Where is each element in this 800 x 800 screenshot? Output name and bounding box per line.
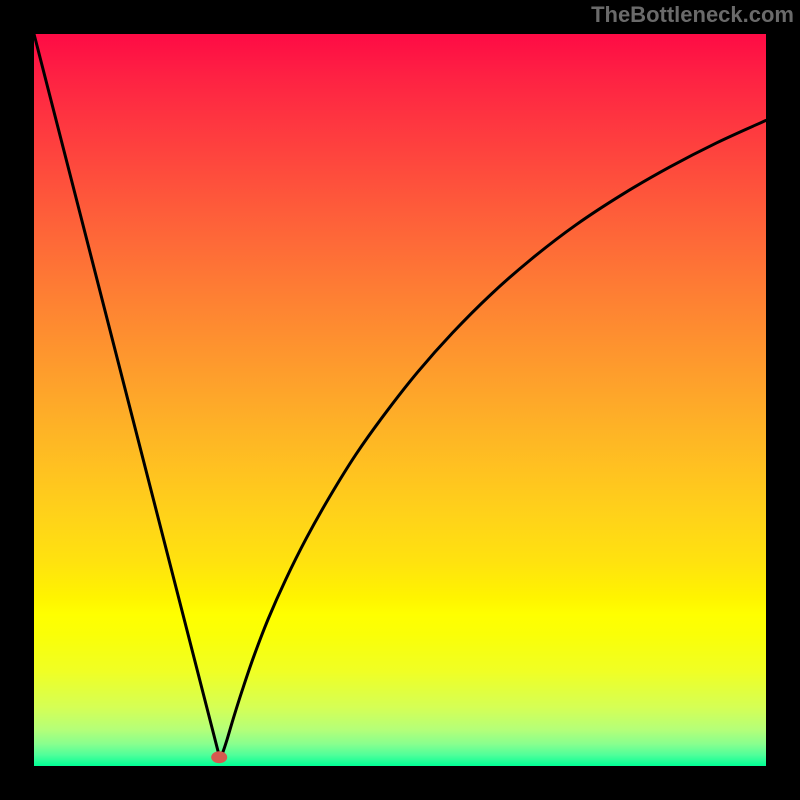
gradient-background: [34, 34, 766, 766]
plot-area: [34, 34, 766, 766]
minimum-marker: [211, 751, 227, 763]
chart-svg: [34, 34, 766, 766]
chart-container: TheBottleneck.com: [0, 0, 800, 800]
watermark-text: TheBottleneck.com: [591, 2, 794, 28]
